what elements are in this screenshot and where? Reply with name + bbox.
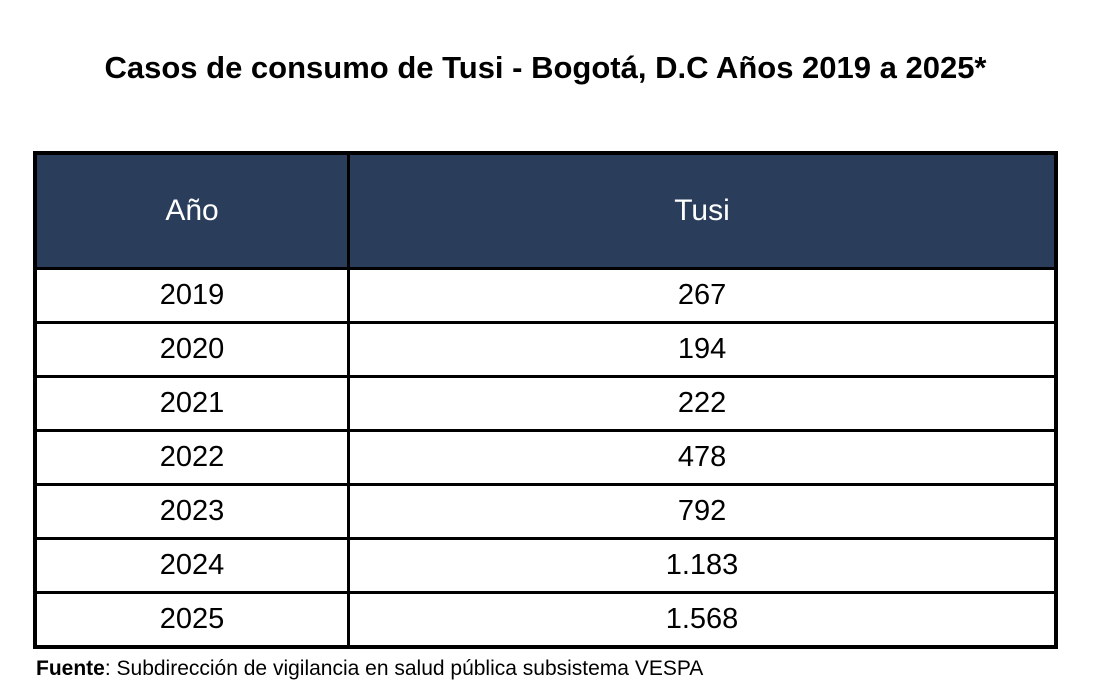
- value-cell: 222: [347, 375, 1058, 432]
- source-note: Fuente: Subdirección de vigilancia en sa…: [36, 657, 703, 681]
- table-container: Año Tusi 2019 267 2020 194 2021 222: [33, 151, 1058, 649]
- table-row: 2022 478: [33, 429, 1058, 486]
- tusi-cases-table: Año Tusi 2019 267 2020 194 2021 222: [33, 151, 1058, 649]
- year-cell: 2024: [33, 537, 351, 594]
- source-label: Fuente: [36, 657, 105, 680]
- year-cell: 2020: [33, 321, 351, 378]
- table-row: 2023 792: [33, 483, 1058, 540]
- year-cell: 2023: [33, 483, 351, 540]
- table-header-row: Año Tusi: [33, 151, 1058, 270]
- source-text: : Subdirección de vigilancia en salud pú…: [104, 657, 704, 680]
- column-header-tusi: Tusi: [347, 151, 1058, 270]
- table-row: 2019 267: [33, 267, 1058, 324]
- value-cell: 194: [347, 321, 1058, 378]
- year-cell: 2022: [33, 429, 351, 486]
- value-cell: 1.183: [347, 537, 1058, 594]
- value-cell: 267: [347, 267, 1058, 324]
- year-cell: 2019: [33, 267, 351, 324]
- table-row: 2025 1.568: [33, 591, 1058, 649]
- value-cell: 1.568: [347, 591, 1058, 649]
- year-cell: 2025: [33, 591, 351, 649]
- table-row: 2020 194: [33, 321, 1058, 378]
- value-cell: 478: [347, 429, 1058, 486]
- table-body: 2019 267 2020 194 2021 222 2022 478 2023: [33, 267, 1058, 649]
- table-row: 2024 1.183: [33, 537, 1058, 594]
- table-title: Casos de consumo de Tusi - Bogotá, D.C A…: [104, 50, 987, 85]
- value-cell: 792: [347, 483, 1058, 540]
- year-cell: 2021: [33, 375, 351, 432]
- table-header: Año Tusi: [33, 151, 1058, 270]
- column-header-ano: Año: [33, 151, 351, 270]
- table-row: 2021 222: [33, 375, 1058, 432]
